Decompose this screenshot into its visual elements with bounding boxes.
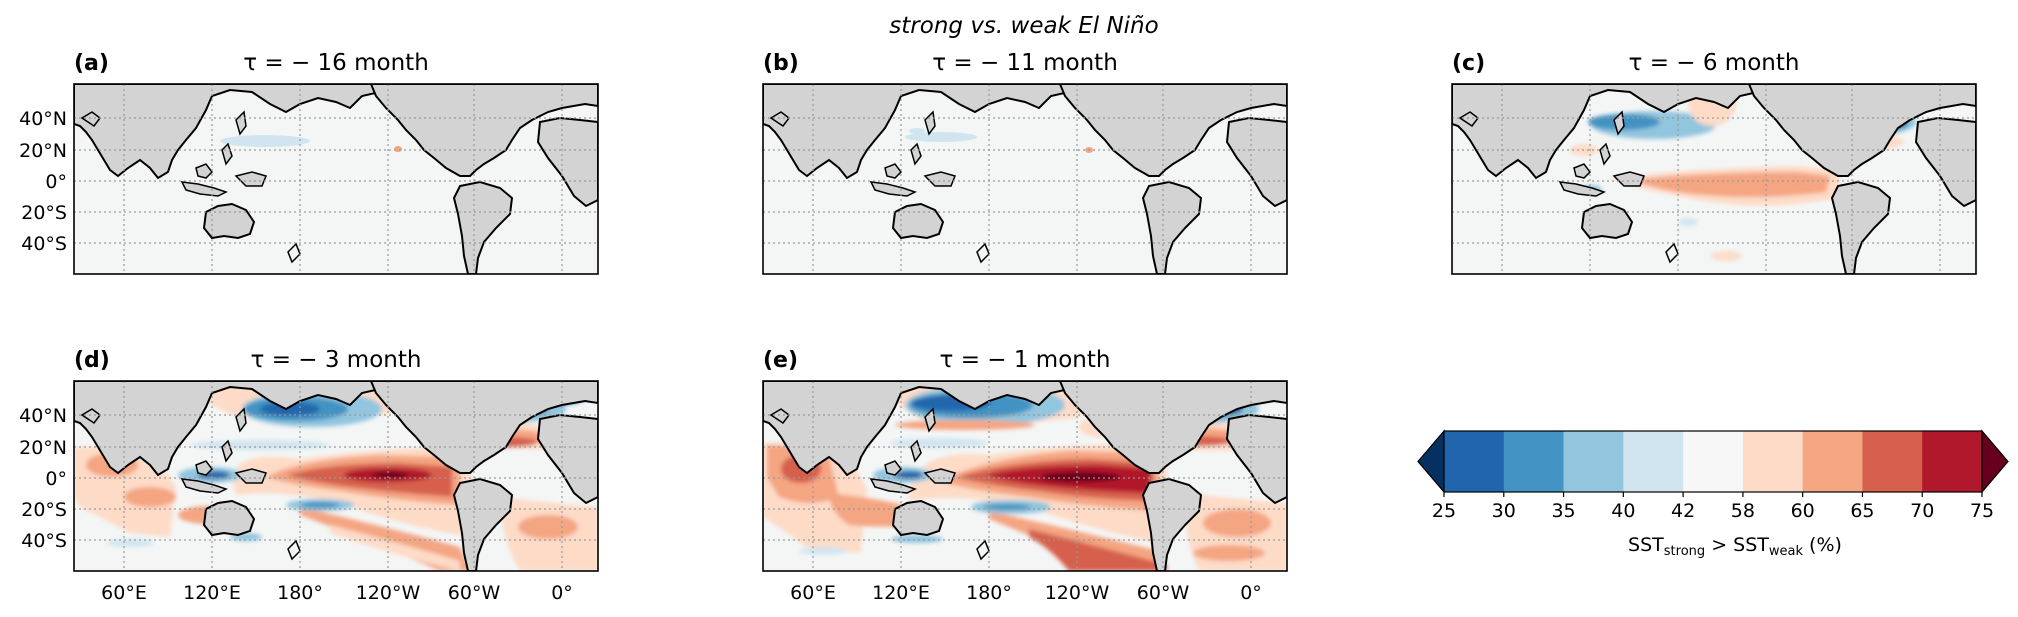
colorbar-under-extension <box>1417 429 1445 494</box>
colorbar-cell <box>1742 431 1804 492</box>
colorbar-tick-label: 65 <box>1850 500 1874 522</box>
panel-e-map <box>763 381 1287 571</box>
colorbar-cell <box>1922 431 1983 492</box>
colorbar-label-sub2: weak <box>1769 544 1804 559</box>
panel-d-lat-labels: 40°N 20°N 0° 20°S 40°S <box>19 405 67 552</box>
colorbar-tick-label: 60 <box>1791 500 1815 522</box>
colorbar-over-extension <box>1981 429 2009 494</box>
colorbar-tick-label: 42 <box>1671 500 1695 522</box>
colorbar-label: SSTstrong > SSTweak (%) <box>1628 534 1842 559</box>
colorbar-cell <box>1503 431 1565 492</box>
panel-d-title: τ = − 3 month <box>251 347 422 373</box>
lat-tick-label: 20°N <box>19 140 67 162</box>
lat-tick-label: 40°S <box>21 530 67 552</box>
panel-d: (d) τ = − 3 month <box>19 347 599 604</box>
lon-tick-label: 120°W <box>1045 582 1110 604</box>
colorbar-cell <box>1623 431 1684 492</box>
lon-tick-label: 180° <box>966 582 1012 604</box>
lon-tick-label: 60°W <box>448 582 501 604</box>
panel-d-map <box>74 381 598 571</box>
panel-e-title: τ = − 1 month <box>940 347 1111 373</box>
lat-tick-label: 0° <box>45 468 67 490</box>
panel-a-title: τ = − 16 month <box>243 50 429 76</box>
lat-tick-label: 40°N <box>19 108 67 130</box>
colorbar-ticks: 25 30 35 40 42 58 60 65 70 75 <box>1432 492 1994 522</box>
colorbar-label-tail: (%) <box>1803 534 1842 556</box>
panel-e-letter: (e) <box>763 348 798 373</box>
panel-a-lat-labels: 40°N 20°N 0° 20°S 40°S <box>19 108 67 255</box>
colorbar-cell <box>1862 431 1923 492</box>
panel-c-title: τ = − 6 month <box>1629 50 1800 76</box>
lat-tick-label: 40°S <box>21 233 67 255</box>
colorbar-label-main: SST <box>1628 534 1664 556</box>
panel-d-letter: (d) <box>74 348 110 373</box>
panel-c-map <box>1452 84 1976 274</box>
panel-c: (c) τ = − 6 month <box>1451 50 1977 275</box>
colorbar-tick-label: 35 <box>1551 500 1575 522</box>
panel-d-lon-labels: 60°E 120°E 180° 120°W 60°W 0° <box>101 582 573 604</box>
lat-tick-label: 20°S <box>21 499 67 521</box>
lon-tick-label: 120°E <box>872 582 930 604</box>
colorbar-cell <box>1444 431 1505 492</box>
panel-a: (a) τ = − 16 month <box>19 50 599 275</box>
lon-tick-label: 60°E <box>101 582 147 604</box>
lat-tick-label: 0° <box>45 171 67 193</box>
lat-tick-label: 20°S <box>21 202 67 224</box>
colorbar-frame <box>1443 430 1983 493</box>
lon-tick-label: 60°E <box>790 582 836 604</box>
lat-tick-label: 20°N <box>19 437 67 459</box>
lon-tick-label: 120°W <box>356 582 421 604</box>
lon-tick-label: 180° <box>277 582 323 604</box>
panel-e-lon-labels: 60°E 120°E 180° 120°W 60°W 0° <box>790 582 1262 604</box>
colorbar-cell <box>1563 431 1624 492</box>
panel-b-map <box>763 84 1287 274</box>
panel-a-map <box>74 84 598 274</box>
lon-tick-label: 0° <box>1240 582 1262 604</box>
colorbar-tick-label: 25 <box>1432 500 1456 522</box>
colorbar-tick-label: 40 <box>1611 500 1635 522</box>
lat-tick-label: 40°N <box>19 405 67 427</box>
colorbar-tick-label: 70 <box>1910 500 1934 522</box>
colorbar-tick-label: 58 <box>1731 500 1755 522</box>
panel-b-title: τ = − 11 month <box>932 50 1118 76</box>
panel-c-letter: (c) <box>1452 51 1485 76</box>
colorbar-tick-label: 30 <box>1492 500 1516 522</box>
panel-e: (e) τ = − 1 month <box>762 347 1288 604</box>
colorbar-label-mid: > SST <box>1705 534 1769 556</box>
colorbar-cell <box>1802 431 1863 492</box>
colorbar: 25 30 35 40 42 58 60 65 70 75 SSTstrong > SSTweak… <box>1417 429 2009 559</box>
panel-b-letter: (b) <box>763 51 799 76</box>
colorbar-cell <box>1683 431 1744 492</box>
lon-tick-label: 120°E <box>183 582 241 604</box>
colorbar-label-sub1: strong <box>1664 544 1705 559</box>
lon-tick-label: 60°W <box>1137 582 1190 604</box>
lon-tick-label: 0° <box>551 582 573 604</box>
panel-a-letter: (a) <box>74 51 109 76</box>
figure-suptitle: strong vs. weak El Niño <box>889 13 1158 39</box>
colorbar-cells <box>1417 429 2009 494</box>
panel-b: (b) τ = − 11 month <box>762 50 1288 275</box>
colorbar-tick-label: 75 <box>1970 500 1994 522</box>
